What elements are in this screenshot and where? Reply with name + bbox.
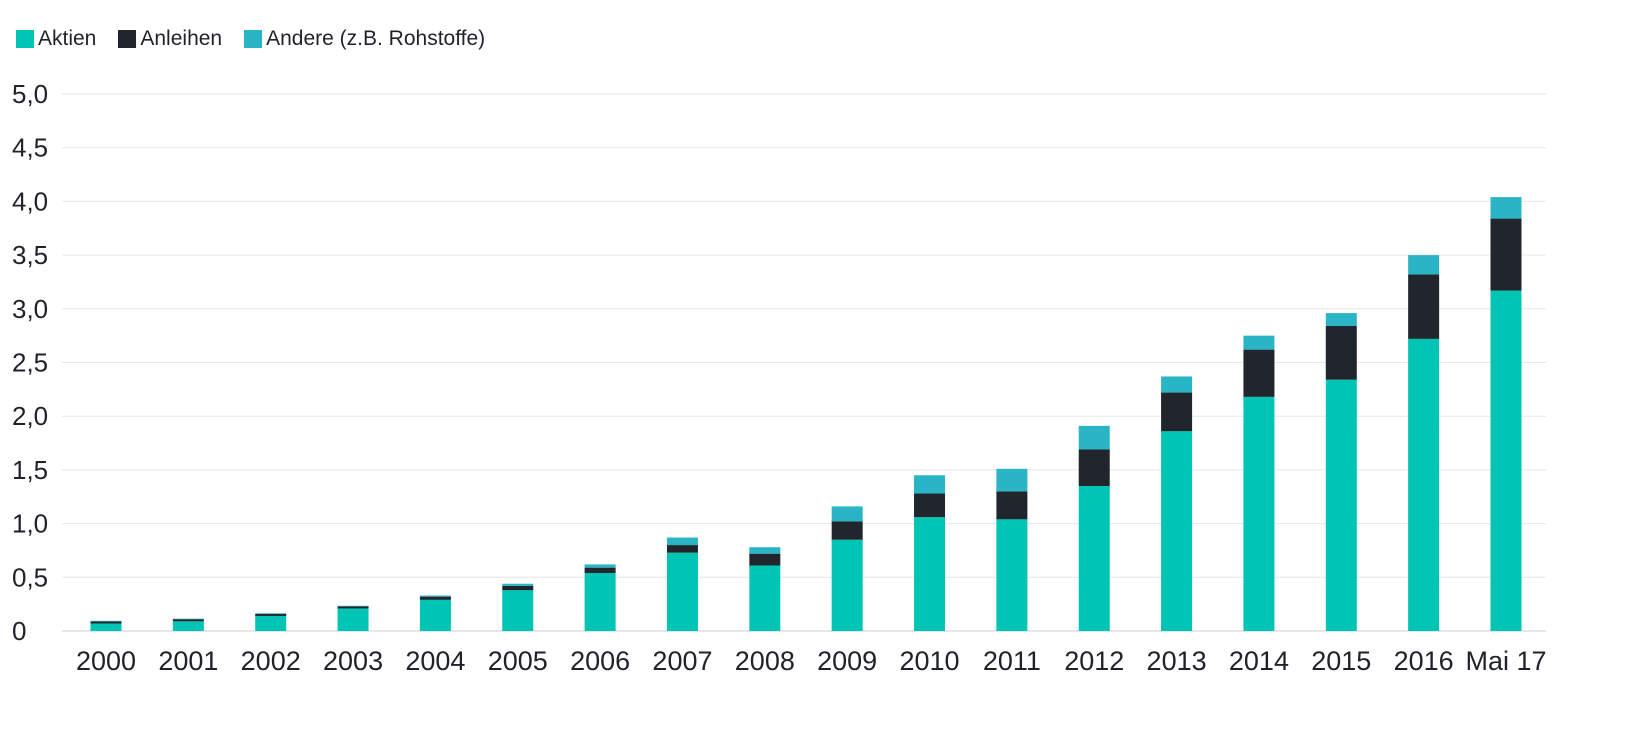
y-tick-label: 4,5 [12, 133, 48, 163]
bar-segment-andere [584, 564, 616, 568]
legend-swatch-anleihen [118, 30, 137, 48]
x-tick-label: 2016 [1394, 646, 1454, 676]
x-tick-label: 2012 [1064, 646, 1124, 676]
grid-lines [62, 93, 1546, 632]
bar-segment-anleihen [831, 521, 863, 540]
x-tick-label: 2015 [1311, 646, 1371, 676]
x-tick-label: 2007 [652, 646, 712, 676]
x-tick-label: 2009 [817, 646, 877, 676]
bar-segment-aktien [996, 519, 1028, 631]
legend-item-andere: Andere (z.B. Rohstoffe) [244, 27, 485, 51]
bar-segment-andere [502, 583, 534, 586]
bar-segment-andere [914, 475, 946, 494]
y-tick-label: 3,0 [12, 294, 48, 324]
bar-segment-anleihen [90, 621, 122, 624]
bar-segment-andere [749, 547, 781, 554]
bar-segment-anleihen [996, 491, 1028, 520]
bar-segment-andere [419, 595, 451, 597]
bar-segment-aktien [90, 623, 122, 631]
y-tick-label: 1,5 [12, 455, 48, 485]
bar-segment-anleihen [666, 545, 698, 553]
bar-segment-anleihen [1325, 325, 1357, 380]
bar-segment-aktien [419, 599, 451, 631]
legend-swatch-aktien [16, 30, 34, 48]
bar-segment-anleihen [1243, 349, 1275, 397]
bar-segment-aktien [1408, 338, 1440, 631]
bar-segment-aktien [1161, 431, 1193, 631]
x-tick-label: 2000 [76, 646, 136, 676]
bar-segment-andere [1408, 255, 1440, 275]
y-tick-label: 3,5 [12, 240, 48, 270]
bar-segment-andere [90, 620, 122, 622]
bar-segment-andere [831, 506, 863, 522]
y-axis-tick-labels: 0 0,5 1,0 1,5 2,0 2,5 3,0 3,5 4,0 4,5 5,0 [12, 79, 48, 646]
y-tick-label: 5,0 [12, 79, 48, 109]
legend-label-aktien: Aktien [38, 27, 97, 50]
x-tick-label: 2008 [735, 646, 795, 676]
legend: Aktien Anleihen Andere (z.B. Rohstoffe) [16, 27, 507, 51]
bar-segment-andere [1161, 376, 1193, 393]
bar-segment-andere [666, 537, 698, 546]
x-tick-label: 2010 [899, 646, 959, 676]
bar-segment-anleihen [172, 619, 204, 622]
bar-segment-anleihen [1161, 392, 1193, 432]
bar-segment-anleihen [749, 553, 781, 566]
bar-segment-aktien [666, 552, 698, 631]
bar-segment-aktien [172, 621, 204, 631]
bar-segment-andere [1490, 197, 1522, 219]
bar-segment-aktien [749, 565, 781, 631]
bar-segment-andere [255, 613, 287, 614]
bar-segment-andere [996, 468, 1028, 492]
bar-segment-aktien [502, 590, 534, 631]
x-tick-label: 2004 [405, 646, 465, 676]
x-tick-label: 2002 [241, 646, 301, 676]
bar-segment-andere [1078, 425, 1110, 450]
bar-segment-anleihen [914, 493, 946, 518]
y-tick-label: 4,0 [12, 186, 48, 216]
legend-swatch-andere [244, 30, 263, 48]
bar-segment-anleihen [1408, 274, 1440, 339]
x-tick-label: 2006 [570, 646, 630, 676]
x-tick-label: 2001 [158, 646, 218, 676]
y-tick-label: 1,0 [12, 509, 48, 539]
x-tick-label: 2014 [1229, 646, 1289, 676]
bar-segment-aktien [1243, 396, 1275, 631]
bar-segment-aktien [337, 608, 369, 631]
bar-segment-aktien [584, 573, 616, 631]
bar-segment-aktien [255, 615, 287, 631]
bar-segment-aktien [1490, 290, 1522, 631]
x-tick-label: 2013 [1147, 646, 1207, 676]
x-tick-label: 2003 [323, 646, 383, 676]
bar-segment-anleihen [419, 596, 451, 600]
bar-segment-anleihen [255, 613, 287, 616]
bars [90, 197, 1522, 631]
legend-label-anleihen: Anleihen [140, 27, 223, 50]
bar-segment-anleihen [1490, 218, 1522, 291]
bar-segment-aktien [1078, 486, 1110, 631]
legend-item-anleihen: Anleihen [118, 27, 222, 51]
bar-segment-andere [1325, 313, 1357, 326]
legend-item-aktien: Aktien [16, 27, 96, 51]
y-tick-label: 0 [12, 616, 26, 646]
y-tick-label: 2,0 [12, 401, 48, 431]
bar-segment-anleihen [502, 585, 534, 591]
x-tick-label: 2005 [488, 646, 548, 676]
bar-segment-anleihen [337, 606, 369, 609]
x-tick-label: Mai 17 [1465, 646, 1546, 676]
bar-segment-anleihen [1078, 449, 1110, 487]
y-tick-label: 2,5 [12, 348, 48, 378]
bar-segment-aktien [914, 517, 946, 631]
legend-label-andere: Andere (z.B. Rohstoffe) [266, 27, 486, 50]
y-tick-label: 0,5 [12, 562, 48, 592]
x-axis-tick-labels: 2000 2001 2002 2003 2004 2005 2006 2007 2008 2009… [76, 646, 1547, 676]
bar-segment-anleihen [584, 567, 616, 574]
bar-segment-andere [172, 618, 204, 620]
bar-segment-andere [1243, 335, 1275, 350]
bar-segment-andere [337, 605, 369, 607]
bar-segment-aktien [1325, 379, 1357, 631]
bar-segment-aktien [831, 539, 863, 631]
x-tick-label: 2011 [983, 646, 1041, 676]
